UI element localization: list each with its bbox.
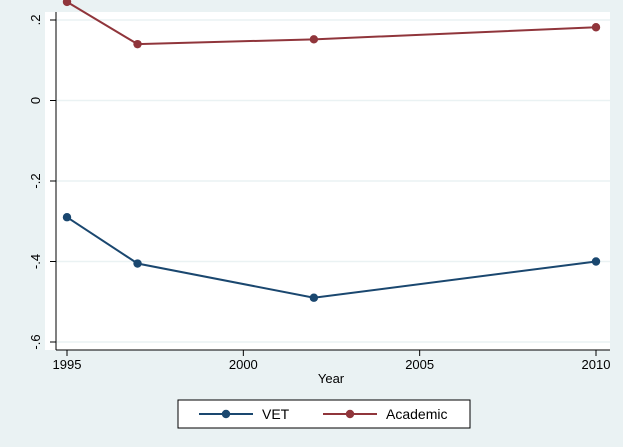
series-group (62, 0, 601, 302)
x-tick-label: 2000 (229, 357, 258, 372)
x-tick-label: 2010 (582, 357, 611, 372)
x-tick-label: 1995 (53, 357, 82, 372)
data-point (133, 39, 142, 49)
x-axis-ticks: 1995 2000 2005 2010 (53, 350, 611, 372)
y-axis-ticks: .2 0 -.2 -.4 -.6 (28, 15, 56, 350)
y-tick-label: -.4 (28, 254, 43, 269)
series-academic (62, 0, 601, 49)
legend-swatch-marker (221, 409, 231, 419)
y-tick-label: .2 (28, 15, 43, 26)
series-line (66, 1, 597, 46)
data-point (309, 35, 319, 44)
y-tick-label: 0 (28, 97, 43, 104)
data-point (62, 213, 72, 222)
data-point (309, 293, 319, 302)
series-vet (62, 213, 601, 302)
x-tick-label: 2005 (405, 357, 434, 372)
y-tick-label: -.6 (28, 334, 43, 349)
data-point (62, 0, 72, 7)
data-point (591, 257, 601, 266)
grid-lines (56, 19, 610, 343)
legend-swatch-marker (345, 409, 355, 419)
legend-label: VET (262, 406, 290, 422)
legend-label: Academic (386, 406, 447, 422)
data-point (591, 23, 601, 32)
x-axis-title: Year (318, 371, 345, 386)
legend: VET Academic (177, 399, 471, 429)
data-point (133, 259, 142, 268)
series-line (66, 216, 597, 299)
y-tick-label: -.2 (28, 173, 43, 188)
